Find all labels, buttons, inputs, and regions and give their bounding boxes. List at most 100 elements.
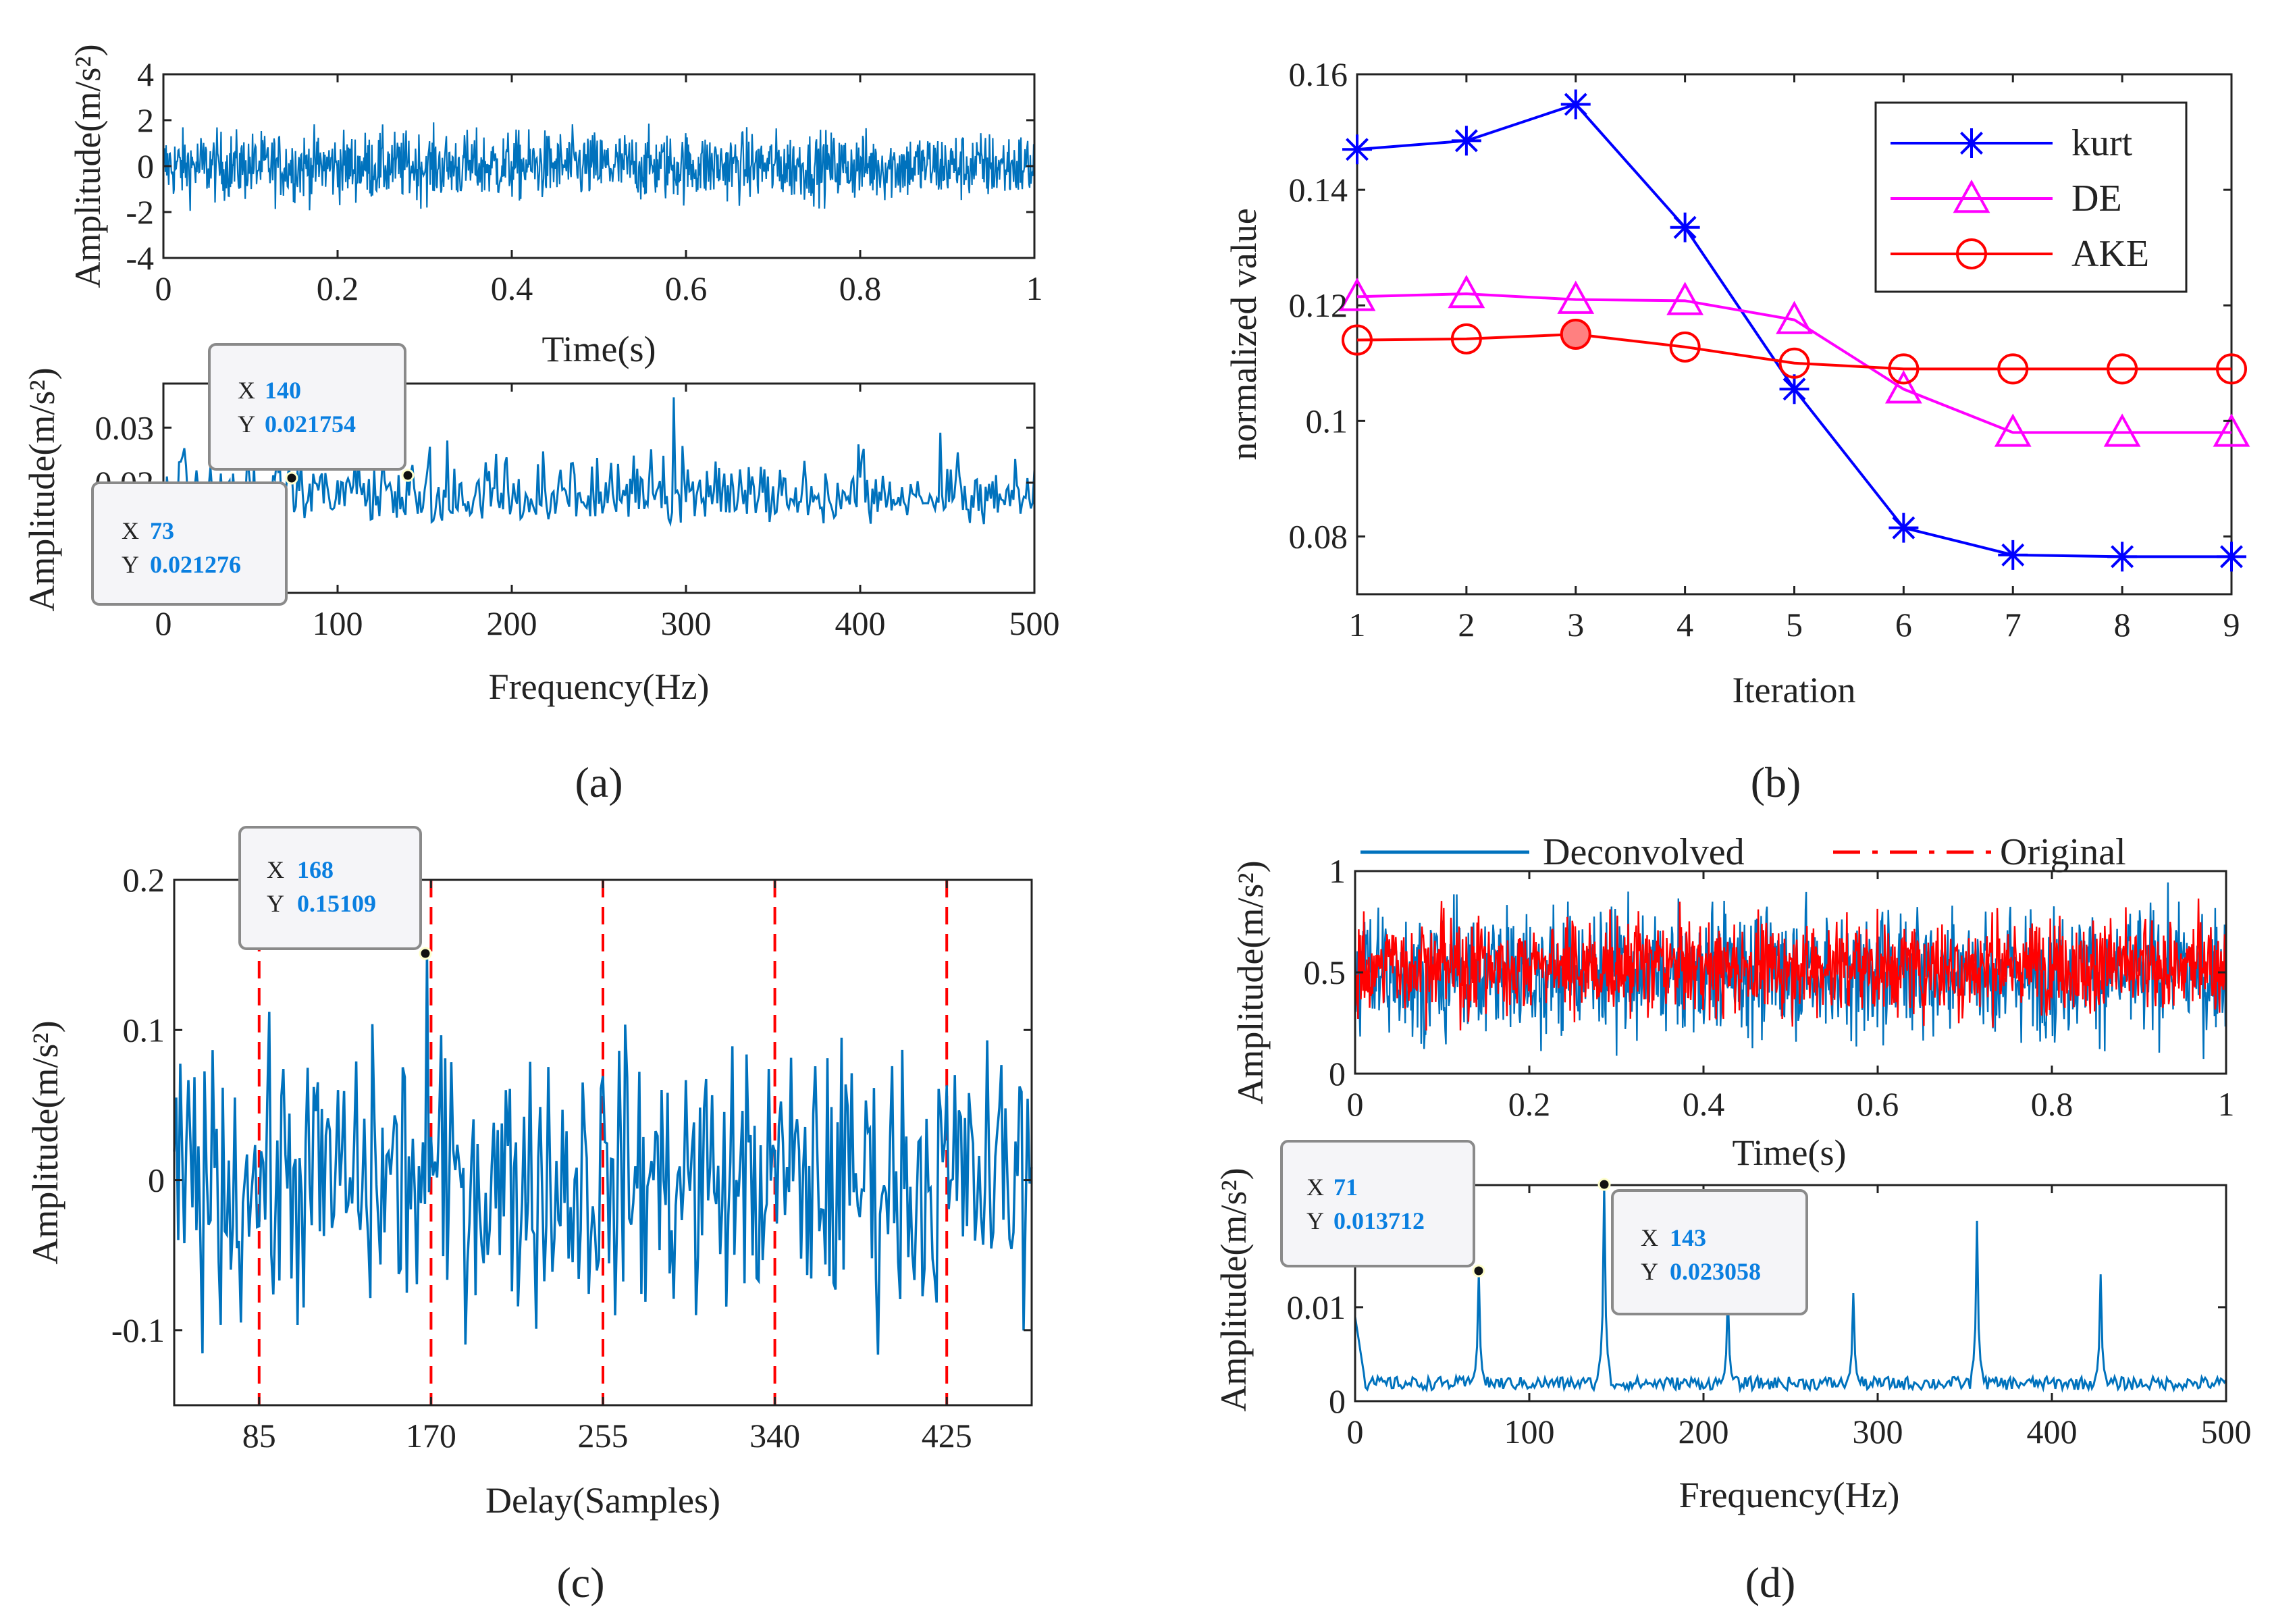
c-ylabel: Amplitude(m/s²): [25, 1020, 65, 1264]
datatip-y-key: Y: [1306, 1207, 1324, 1234]
datatip-x-key: X: [122, 517, 139, 544]
kurt-marker: [2001, 543, 2025, 567]
y-tick-label: 2: [137, 101, 154, 139]
y-tick-label: 0.08: [1289, 517, 1348, 555]
y-tick-label: 4: [137, 55, 154, 93]
legend-label-kurt: kurt: [2071, 122, 2133, 164]
a-datatip-73[interactable]: X 73 Y 0.021276: [91, 481, 288, 606]
y-tick-label: 0: [148, 1161, 165, 1199]
x-tick-label: 400: [2027, 1413, 2078, 1450]
panel-c-chart: 85 170 255 340 425 0.2 0.1 0 -0.1 Delay(Samples)…: [25, 826, 1033, 1606]
x-tick-label: 300: [661, 604, 712, 642]
d-legend-deconvolved: Deconvolved: [1543, 831, 1745, 873]
d-spectrum-line: [1354, 1184, 2227, 1394]
x-tick-label: 0.6: [665, 269, 708, 307]
datatip-x-key: X: [238, 377, 255, 404]
de-marker: [1884, 370, 1922, 404]
y-tick-label: 0: [1329, 1382, 1346, 1420]
y-tick-label: 0.5: [1304, 953, 1346, 991]
x-tick-label: 0.8: [839, 269, 882, 307]
ake-marker: [1560, 319, 1591, 350]
kurt-marker: [1892, 516, 1916, 540]
d-time-ylabel: Amplitude(m/s²): [1230, 860, 1271, 1104]
y-tick-label: 0.2: [123, 861, 165, 899]
y-tick-label: 0.03: [95, 409, 155, 446]
c-datatip-168[interactable]: X 168 Y 0.15109: [238, 826, 422, 950]
x-tick-label: 0: [155, 604, 172, 642]
panel-d-spectrum-chart: 0 100 200 300 400 500 0.01 0 Frequency(Hz) Ampl…: [1213, 1140, 2252, 1606]
legend-label-AKE: AKE: [2071, 233, 2149, 275]
d-original-line: [1354, 898, 2227, 1031]
kurt-marker: [1960, 132, 1983, 155]
datatip-y-value: 0.021754: [265, 411, 356, 438]
de-marker: [1776, 300, 1813, 334]
x-tick-label: 1: [1026, 269, 1043, 307]
x-tick-label: 1: [2218, 1085, 2235, 1123]
d-spectrum-axes-box: [1354, 1184, 2227, 1403]
x-tick-label: 0.2: [1508, 1085, 1551, 1123]
ake-marker: [1888, 353, 1920, 385]
x-tick-label: 2: [1458, 606, 1475, 644]
d-spectrum-xlabel: Frequency(Hz): [1679, 1475, 1900, 1515]
datatip-x-key: X: [1641, 1224, 1658, 1251]
x-tick-label: 340: [749, 1417, 800, 1455]
datatip-x-value: 140: [265, 377, 301, 404]
d-datatip-71[interactable]: X 71 Y 0.013712: [1280, 1140, 1475, 1267]
ake-marker: [1669, 331, 1701, 363]
a-datatip-140[interactable]: X 140 Y 0.021754: [208, 343, 406, 471]
x-tick-label: 500: [1009, 604, 1060, 642]
d-datatip-143-marker[interactable]: [1597, 1178, 1611, 1191]
x-tick-label: 0: [155, 269, 172, 307]
y-tick-label: 0.16: [1289, 55, 1348, 93]
x-tick-label: 7: [2005, 606, 2022, 644]
de-marker: [2213, 413, 2250, 447]
x-tick-label: 400: [835, 604, 886, 642]
d-legend-original: Original: [2000, 831, 2126, 873]
de-marker: [1338, 278, 1376, 311]
a-time-signal-series: [162, 122, 1036, 211]
x-tick-label: 425: [922, 1417, 972, 1455]
c-datatip-168-marker[interactable]: [419, 947, 432, 960]
de-marker: [1557, 280, 1595, 314]
kurt-marker: [1346, 138, 1369, 161]
datatip-y-key: Y: [1641, 1258, 1658, 1285]
a-spectrum-xlabel: Frequency(Hz): [489, 666, 710, 707]
ake-marker: [1997, 353, 2029, 385]
ake-marker: [1956, 238, 1987, 269]
kurt-marker: [2220, 545, 2243, 569]
y-tick-label: 0.14: [1289, 171, 1348, 209]
y-tick-label: -4: [126, 239, 154, 277]
d-datatip-71-marker[interactable]: [1472, 1264, 1485, 1278]
kurt-marker: [1782, 377, 1806, 401]
a-time-ylabel: Amplitude(m/s²): [68, 44, 108, 288]
datatip-y-value: 0.013712: [1333, 1207, 1425, 1234]
kurt-marker: [2111, 545, 2134, 569]
x-tick-label: 0.2: [317, 269, 359, 307]
panel-label-d: (d): [1745, 1558, 1796, 1606]
datatip-x-key: X: [1306, 1174, 1324, 1201]
x-tick-label: 0.4: [491, 269, 533, 307]
datatip-y-value: 0.021276: [150, 551, 241, 578]
a-datatip-73-marker[interactable]: [285, 471, 298, 485]
x-tick-label: 9: [2223, 606, 2240, 644]
d-datatip-143[interactable]: X 143 Y 0.023058: [1611, 1189, 1808, 1315]
a-datatip-140-marker[interactable]: [401, 469, 415, 482]
d-legend: Deconvolved Original: [1360, 831, 2126, 873]
datatip-x-key: X: [267, 856, 284, 883]
de-marker: [1953, 179, 1990, 213]
y-tick-label: 0.1: [1306, 402, 1348, 440]
a-time-xlabel: Time(s): [541, 329, 656, 369]
ake-marker: [2216, 353, 2247, 385]
y-tick-label: -0.1: [111, 1311, 165, 1349]
ake-marker: [2107, 353, 2138, 385]
c-xlabel: Delay(Samples): [485, 1480, 720, 1521]
a-spectrum-series: [162, 397, 1036, 527]
ake-marker: [1778, 347, 1810, 379]
y-tick-label: 0: [1329, 1055, 1346, 1093]
datatip-x-value: 73: [150, 517, 174, 544]
y-tick-label: 0: [137, 147, 154, 185]
de-marker: [1994, 413, 2032, 447]
kurt-marker: [1454, 129, 1478, 153]
